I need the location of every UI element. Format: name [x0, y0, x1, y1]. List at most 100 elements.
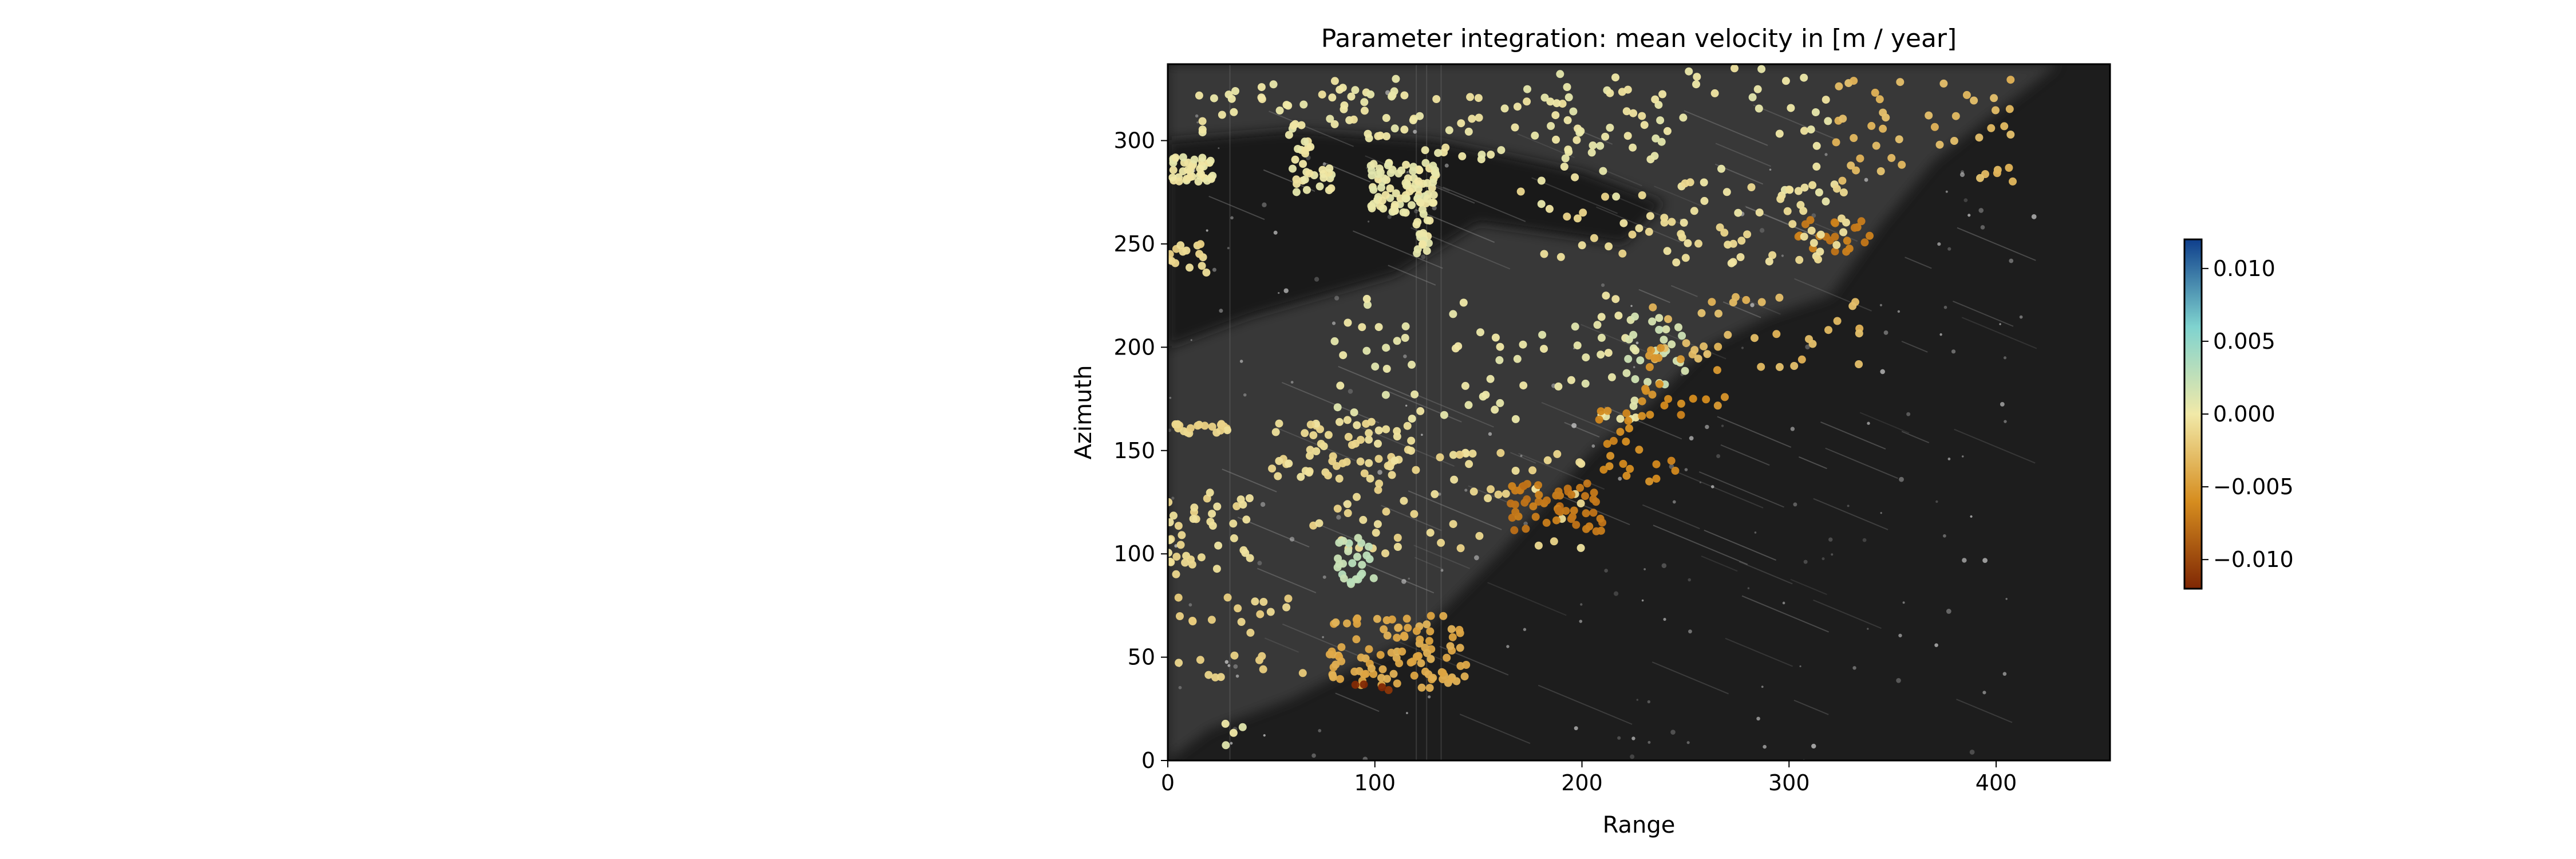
velocity-point [1569, 107, 1578, 116]
sar-scatterer [2031, 214, 2037, 219]
velocity-point [1855, 360, 1863, 368]
velocity-point [2006, 131, 2015, 139]
velocity-point [1511, 467, 1520, 475]
velocity-point [1169, 166, 1178, 174]
velocity-point [1437, 538, 1445, 547]
sar-scatterer [1613, 591, 1619, 596]
velocity-point [1721, 393, 1729, 401]
velocity-point [1350, 408, 1358, 417]
velocity-point [1496, 399, 1504, 407]
velocity-point [1664, 315, 1672, 324]
velocity-point [1585, 522, 1594, 531]
sar-scatterer [1630, 305, 1633, 307]
sar-scatterer [2004, 420, 2007, 423]
velocity-point [1365, 435, 1373, 444]
velocity-point [1842, 247, 1851, 256]
velocity-point [1266, 608, 1275, 616]
velocity-point [1292, 188, 1301, 196]
velocity-point [1567, 376, 1575, 384]
velocity-point [1392, 189, 1400, 198]
velocity-point [1832, 241, 1841, 249]
velocity-point [1487, 151, 1495, 159]
velocity-point [1268, 464, 1277, 473]
velocity-point [1876, 167, 1885, 175]
velocity-point [1358, 561, 1366, 569]
velocity-point [1581, 492, 1589, 501]
sar-scatterer [1420, 434, 1423, 436]
velocity-point [1282, 603, 1291, 612]
velocity-point [1456, 662, 1465, 670]
sar-streak [1905, 257, 1932, 269]
sar-scatterer [1852, 666, 1856, 670]
sar-scatterer [1227, 664, 1231, 667]
velocity-point [1171, 153, 1180, 162]
velocity-point [1855, 329, 1863, 338]
sar-scatterer [1631, 736, 1635, 740]
velocity-point [1241, 549, 1250, 557]
velocity-point [1206, 488, 1214, 497]
velocity-point [1616, 428, 1625, 436]
sar-scatterer [2009, 258, 2014, 263]
sar-scatterer [2000, 402, 2005, 407]
velocity-point [1237, 618, 1246, 626]
sar-streak [1722, 301, 1761, 318]
velocity-point [1649, 303, 1657, 312]
velocity-point [1362, 346, 1371, 355]
velocity-point [1491, 333, 1500, 342]
velocity-point [1443, 653, 1451, 662]
sar-scatterer [1239, 360, 1243, 363]
sar-scatterer [1811, 743, 1816, 749]
velocity-point [1232, 502, 1241, 510]
sar-scatterer [1982, 558, 1988, 564]
sar-scatterer [1880, 512, 1882, 514]
velocity-point [1230, 534, 1238, 542]
velocity-point [1358, 569, 1366, 578]
velocity-point [1572, 521, 1581, 529]
velocity-point [1318, 166, 1327, 174]
sar-scatterer [1322, 162, 1326, 166]
velocity-point [1429, 199, 1438, 207]
velocity-point [1992, 106, 2000, 115]
velocity-point [1831, 219, 1839, 227]
sar-scatterer [1879, 304, 1883, 306]
sar-streak [1602, 168, 1642, 187]
velocity-point [1567, 490, 1576, 499]
velocity-point [1743, 230, 1752, 239]
x-tick-label: 300 [1768, 770, 1810, 795]
velocity-point [1624, 354, 1633, 363]
sar-scatterer [1322, 636, 1324, 639]
sar-streak [1552, 492, 1630, 526]
velocity-point [1373, 520, 1382, 529]
velocity-point [1962, 90, 1971, 99]
sar-scatterer [1311, 753, 1316, 758]
velocity-point [1603, 407, 1612, 415]
velocity-point [1799, 207, 1808, 215]
sar-scatterer [1942, 534, 1946, 538]
velocity-point [1449, 310, 1457, 318]
velocity-point [1976, 174, 1984, 182]
velocity-point [1935, 140, 1944, 149]
velocity-point [1335, 474, 1344, 483]
velocity-point [1461, 381, 1469, 390]
sar-scatterer [1263, 734, 1266, 737]
velocity-point [1335, 538, 1344, 547]
sar-scatterer [1947, 458, 1951, 460]
velocity-point [1204, 671, 1213, 679]
sar-streak [1901, 341, 1928, 353]
sar-scatterer [1405, 404, 1408, 407]
sar-scatterer [1822, 557, 1825, 561]
velocity-point [1380, 174, 1389, 183]
velocity-point [1660, 336, 1668, 344]
velocity-point [1581, 379, 1590, 388]
velocity-point [1742, 295, 1751, 304]
velocity-point [1626, 464, 1634, 473]
sar-scatterer [1699, 481, 1701, 484]
velocity-point [1176, 241, 1185, 250]
velocity-point [1648, 391, 1657, 399]
velocity-point [1477, 151, 1486, 159]
sar-scatterer [1206, 229, 1208, 232]
velocity-point [1800, 183, 1809, 192]
velocity-point [1700, 196, 1709, 205]
velocity-point [1898, 160, 1906, 169]
sar-streak [1432, 185, 1475, 204]
